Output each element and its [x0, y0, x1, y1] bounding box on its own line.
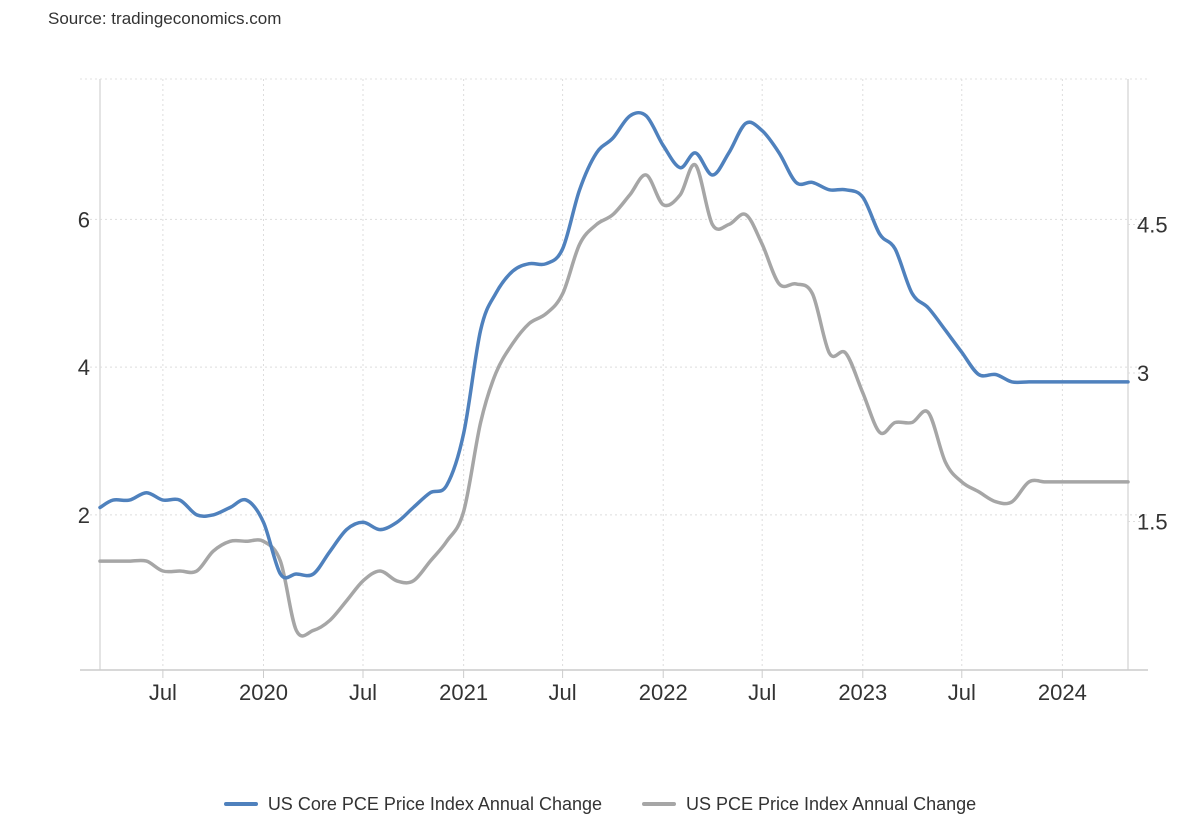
x-tick-label: Jul — [549, 680, 577, 705]
series-line-core-pce — [98, 110, 1130, 580]
y-left-tick-label: 2 — [78, 503, 90, 528]
series-layer — [98, 110, 1130, 638]
x-tick-label: 2021 — [439, 680, 488, 705]
y-right-tick-label: 1.5 — [1137, 510, 1168, 535]
legend-item-core-pce[interactable]: US Core PCE Price Index Annual Change — [223, 793, 602, 815]
x-tick-label: 2022 — [639, 680, 688, 705]
x-tick-label: 2023 — [838, 680, 887, 705]
legend-swatch-core-pce — [223, 802, 258, 806]
series-line-pce — [98, 162, 1130, 638]
y-left-tick-label: 4 — [78, 355, 90, 380]
axes — [80, 79, 1148, 678]
x-tick-label: Jul — [748, 680, 776, 705]
legend-swatch-pce — [642, 802, 676, 806]
x-tick-label: Jul — [349, 680, 377, 705]
legend-item-pce[interactable]: US PCE Price Index Annual Change — [642, 794, 976, 815]
tick-labels: 2 4 6 1.5 3 4.5 Jul 2020 Jul 2021 Jul 2022 Jul 2023 Ju… — [78, 207, 1168, 705]
x-tick-label: Jul — [948, 680, 976, 705]
legend-label-pce: US PCE Price Index Annual Change — [686, 793, 977, 814]
x-tick-label: Jul — [149, 680, 177, 705]
y-left-tick-label: 6 — [78, 207, 90, 232]
x-tick-label: 2020 — [239, 680, 288, 705]
x-tick-label: 2024 — [1038, 680, 1087, 705]
legend: US Core PCE Price Index Annual Change US… — [0, 790, 1200, 818]
source-label: Source: tradingeconomics.com — [48, 9, 282, 28]
y-right-tick-label: 4.5 — [1137, 213, 1168, 238]
line-chart: 2 4 6 1.5 3 4.5 Jul 2020 Jul 2021 Jul 2022 Jul 2023 Ju… — [78, 78, 1168, 705]
legend-label-core-pce: US Core PCE Price Index Annual Change — [267, 793, 602, 814]
y-right-tick-label: 3 — [1137, 361, 1149, 386]
